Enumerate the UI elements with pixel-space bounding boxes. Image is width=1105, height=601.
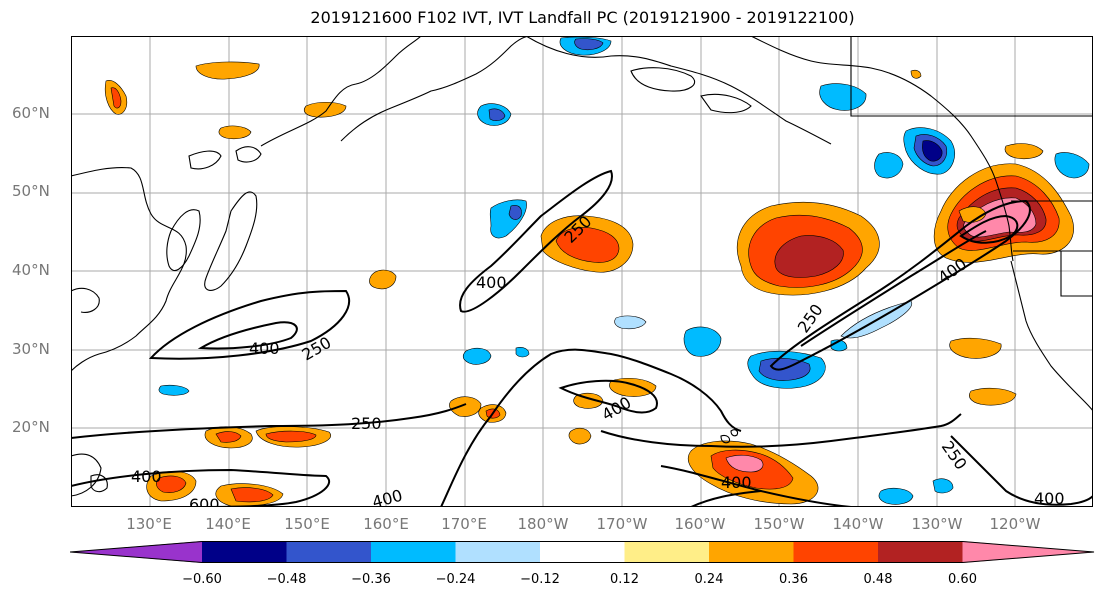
contour-label: 400 <box>131 467 162 486</box>
contour-label: 400 <box>476 273 507 292</box>
contour-label: 400 <box>370 486 404 507</box>
colorbar-tick: −0.12 <box>520 572 560 587</box>
colorbar-tick: 0.24 <box>694 572 724 587</box>
contour-label: 400 <box>721 473 752 492</box>
colorbar-bin <box>202 541 287 563</box>
map-frame <box>71 36 1093 507</box>
colorbar-tick: −0.36 <box>351 572 391 587</box>
colorbar-extend-low <box>70 541 202 563</box>
coastlines <box>71 36 1093 497</box>
colorbar-tick: 0.36 <box>779 572 808 587</box>
colorbar-bin <box>709 541 794 563</box>
map-title: 2019121600 F102 IVT, IVT Landfall PC (20… <box>310 8 855 27</box>
colorbar-tick: −0.24 <box>435 572 476 587</box>
lon-label-140w: 140°W <box>832 515 884 533</box>
ivt-map: 400 250 250 400 250 400 250 400 600 400 … <box>71 36 1093 507</box>
lon-label-180w: 180°W <box>517 515 569 533</box>
lat-label-20n: 20°N <box>12 418 50 436</box>
colorbar-tick: 0.48 <box>863 572 893 587</box>
contour-label: 250 <box>351 414 382 433</box>
lon-label-120w: 120°W <box>989 515 1041 533</box>
colorbar-outline <box>70 541 1095 563</box>
lon-label-170e: 170°E <box>441 515 487 533</box>
colorbar-tick: 0.12 <box>610 572 639 587</box>
contour-label: 400 <box>249 339 280 358</box>
lat-label-40n: 40°N <box>12 261 50 279</box>
lon-label-160e: 160°E <box>363 515 409 533</box>
colorbar-bin <box>286 541 371 563</box>
lon-label-140e: 140°E <box>205 515 251 533</box>
colorbar-bin <box>455 541 540 563</box>
positive-anomaly-regions <box>104 61 1074 507</box>
lon-label-160w: 160°W <box>674 515 726 533</box>
colorbar-tick: 0.60 <box>948 572 977 587</box>
lon-label-150w: 150°W <box>753 515 805 533</box>
colorbar-bin <box>540 541 625 563</box>
negative-anomaly-regions <box>158 36 1090 505</box>
colorbar-extend-high <box>962 541 1095 563</box>
lon-label-130w: 130°W <box>911 515 963 533</box>
colorbar-bin <box>371 541 456 563</box>
colorbar-bin <box>624 541 709 563</box>
ivt-contours <box>71 169 1093 507</box>
lon-label-130e: 130°E <box>126 515 172 533</box>
lon-label-150e: 150°E <box>284 515 330 533</box>
contour-label: 400 <box>1034 489 1065 507</box>
lat-label-50n: 50°N <box>12 182 50 200</box>
lon-label-170w: 170°W <box>596 515 648 533</box>
colorbar <box>70 541 1095 563</box>
colorbar-tick: −0.60 <box>182 572 222 587</box>
colorbar-bin <box>878 541 963 563</box>
lat-label-30n: 30°N <box>12 340 50 358</box>
colorbar-tick: −0.48 <box>266 572 307 587</box>
colorbar-bin <box>793 541 878 563</box>
contour-label: 600 <box>189 495 220 507</box>
lat-label-60n: 60°N <box>12 104 50 122</box>
